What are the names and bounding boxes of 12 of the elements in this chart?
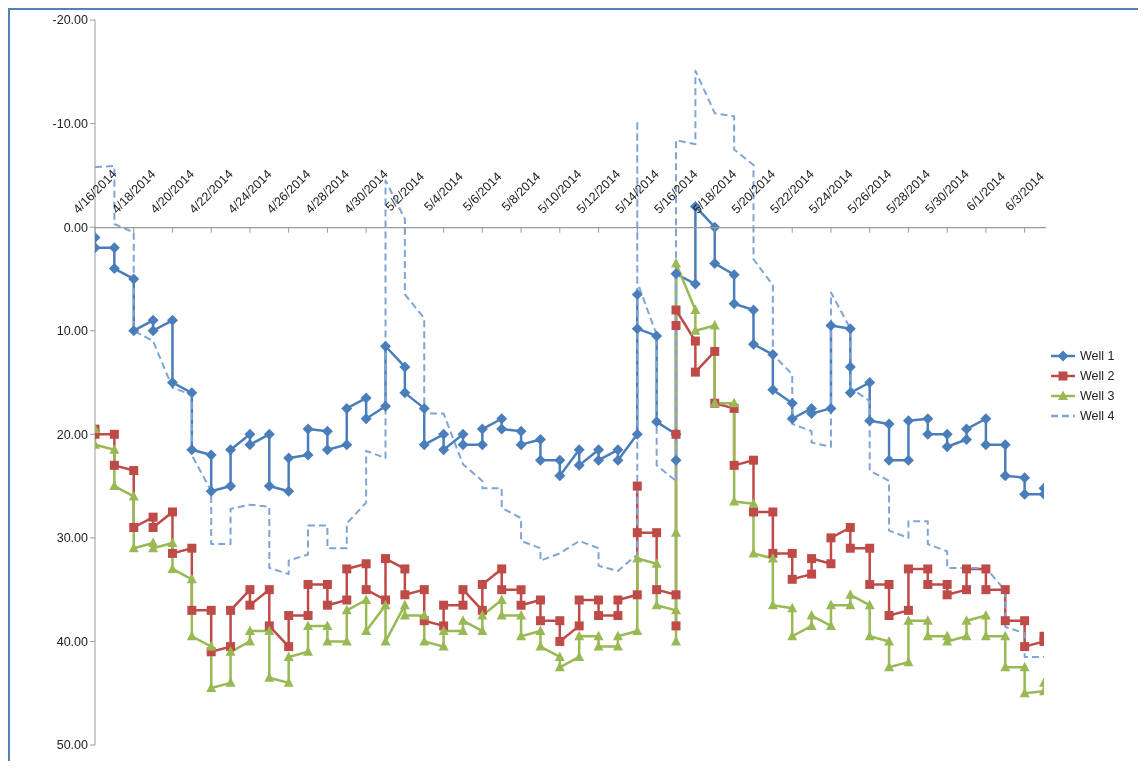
y-tick-label: 30.00 xyxy=(56,531,89,546)
legend-label: Well 4 xyxy=(1080,408,1115,423)
y-tick-label: 50.00 xyxy=(56,738,89,753)
y-tick-label: 10.00 xyxy=(56,324,89,339)
legend-label: Well 3 xyxy=(1080,388,1115,403)
y-tick-label: -10.00 xyxy=(52,117,89,132)
y-tick-label: -20.00 xyxy=(52,13,89,28)
legend-label: Well 2 xyxy=(1080,368,1115,383)
y-tick-label: 40.00 xyxy=(56,634,89,649)
y-tick-label: 0.00 xyxy=(63,220,89,235)
legend-label: Well 1 xyxy=(1080,348,1115,363)
y-tick-label: 20.00 xyxy=(56,427,89,442)
